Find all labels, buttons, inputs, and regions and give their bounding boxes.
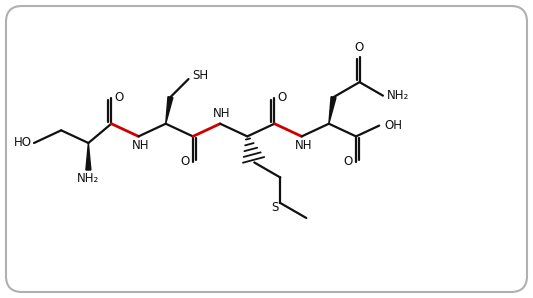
Polygon shape [166,97,173,124]
Text: O: O [343,155,353,168]
FancyBboxPatch shape [6,6,527,292]
Text: OH: OH [384,119,402,132]
Text: NH₂: NH₂ [387,89,409,102]
Text: O: O [115,91,124,104]
Text: NH: NH [132,139,149,152]
Text: NH₂: NH₂ [77,173,100,185]
Polygon shape [86,143,91,170]
Polygon shape [329,97,336,124]
Text: O: O [354,41,363,54]
Text: NH: NH [295,139,312,152]
Text: O: O [180,155,190,168]
Text: O: O [278,91,287,104]
Text: NH: NH [213,107,231,120]
Text: HO: HO [14,136,32,150]
Text: S: S [272,201,279,215]
Text: SH: SH [192,69,208,82]
